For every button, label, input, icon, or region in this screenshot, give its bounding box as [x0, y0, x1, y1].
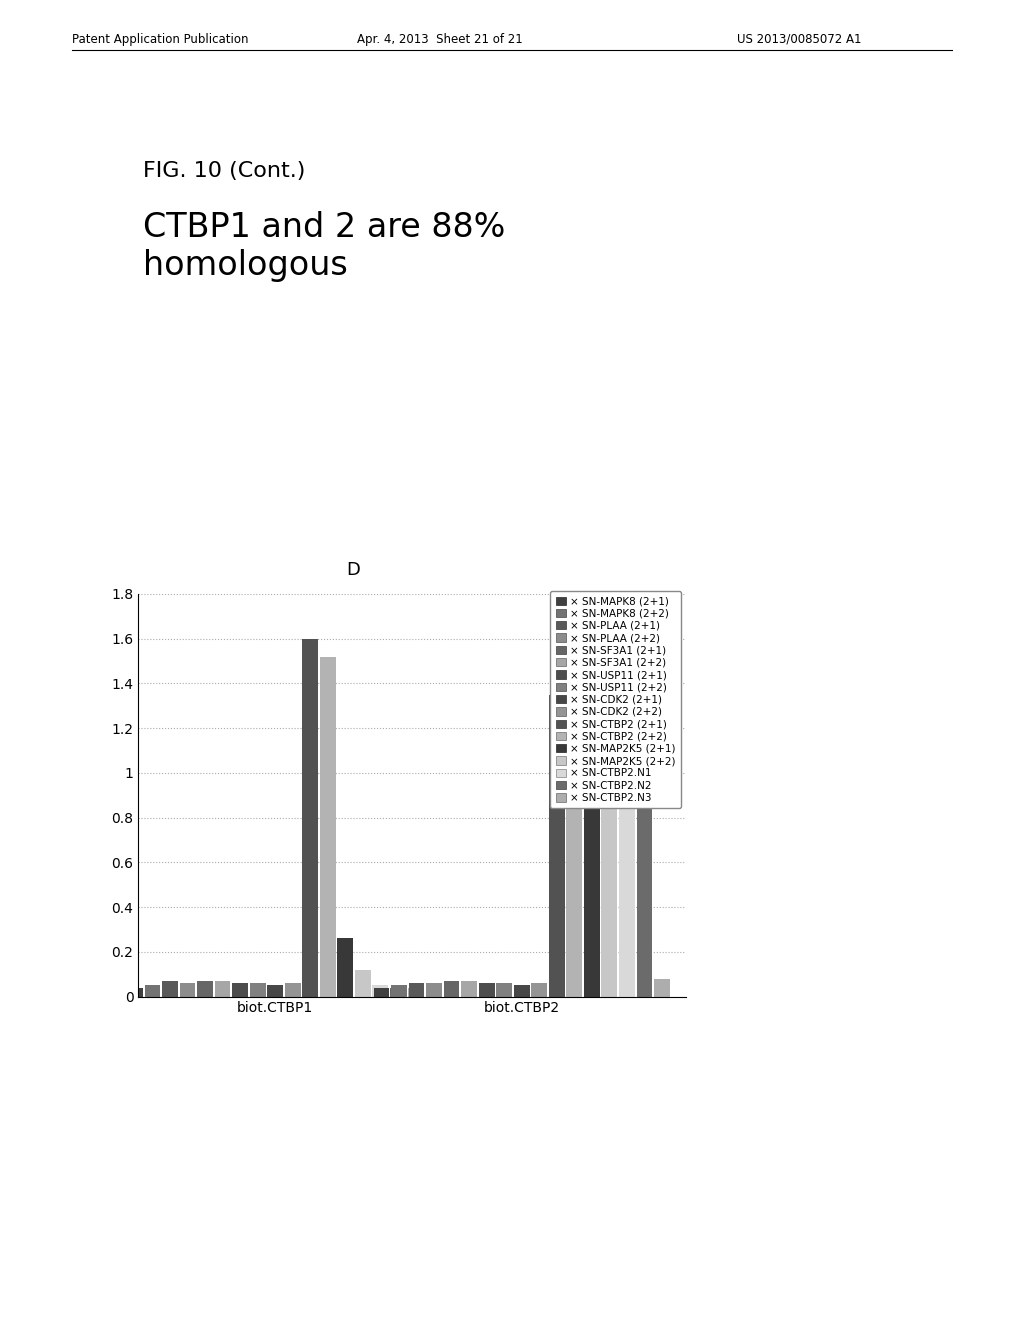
Bar — [373, 986, 388, 997]
Bar — [497, 983, 512, 997]
Bar — [267, 986, 283, 997]
Bar — [302, 639, 318, 997]
Bar — [162, 981, 178, 997]
Bar — [531, 983, 547, 997]
Bar — [654, 978, 670, 997]
Bar — [179, 983, 196, 997]
Text: Patent Application Publication: Patent Application Publication — [72, 33, 248, 46]
Bar — [232, 983, 248, 997]
Text: Apr. 4, 2013  Sheet 21 of 21: Apr. 4, 2013 Sheet 21 of 21 — [357, 33, 523, 46]
Bar — [566, 678, 583, 997]
Text: FIG. 10 (Cont.): FIG. 10 (Cont.) — [143, 161, 306, 181]
Bar — [461, 981, 477, 997]
Bar — [144, 986, 161, 997]
Bar — [338, 939, 353, 997]
Bar — [355, 970, 371, 997]
Bar — [584, 665, 600, 997]
Bar — [426, 983, 442, 997]
Bar — [250, 983, 265, 997]
Text: CTBP1 and 2 are 88%
homologous: CTBP1 and 2 are 88% homologous — [143, 211, 506, 282]
Bar — [408, 987, 423, 997]
Bar — [443, 981, 460, 997]
Bar — [319, 656, 336, 997]
Bar — [127, 987, 142, 997]
Bar — [620, 723, 635, 997]
Bar — [391, 986, 407, 997]
Bar — [479, 983, 495, 997]
Bar — [285, 983, 301, 997]
Text: D: D — [346, 561, 360, 579]
Bar — [215, 981, 230, 997]
Bar — [374, 987, 389, 997]
Bar — [409, 983, 424, 997]
Bar — [637, 678, 652, 997]
Bar — [198, 981, 213, 997]
Bar — [390, 987, 406, 997]
Bar — [601, 706, 617, 997]
Bar — [549, 694, 564, 997]
Legend: × SN-MAPK8 (2+1), × SN-MAPK8 (2+2), × SN-PLAA (2+1), × SN-PLAA (2+2), × SN-SF3A1: × SN-MAPK8 (2+1), × SN-MAPK8 (2+2), × SN… — [550, 591, 681, 808]
Text: US 2013/0085072 A1: US 2013/0085072 A1 — [737, 33, 862, 46]
Bar — [514, 986, 529, 997]
